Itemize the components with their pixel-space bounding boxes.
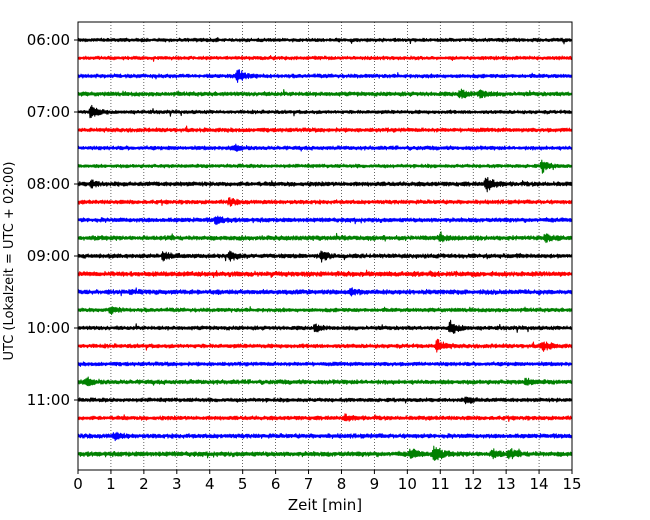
x-tick-label: 10 [398, 475, 417, 493]
seismogram-trace-0915 [77, 269, 573, 278]
x-tick-label: 0 [73, 475, 83, 493]
seismogram-trace-0600 [77, 36, 573, 45]
seismogram-trace-0945 [77, 306, 573, 316]
y-tick-label: 09:00 [27, 247, 70, 265]
y-tick-label: 07:00 [27, 103, 70, 121]
y-tick-label: 11:00 [27, 391, 70, 409]
y-tick-label: 08:00 [27, 175, 70, 193]
seismogram-trace-0845 [77, 231, 573, 244]
x-axis-ticks: 0 1 2 3 4 5 6 7 8 9 10 11 12 13 14 15 [73, 470, 582, 493]
seismogram-trace-1045 [77, 376, 573, 387]
y-tick-label: 10:00 [27, 319, 70, 337]
x-axis-label: Zeit [min] [288, 496, 362, 514]
seismogram-trace-1130 [77, 431, 573, 442]
seismogram-trace-1015 [77, 338, 573, 353]
seismogram-trace-0715 [77, 125, 573, 133]
x-tick-label: 3 [172, 475, 182, 493]
y-axis-label: UTC (Lokalzeit = UTC + 02:00) [2, 162, 17, 361]
y-tick-label: 06:00 [27, 31, 70, 49]
seismogram-trace-1000 [77, 319, 573, 334]
x-tick-label: 2 [139, 475, 149, 493]
x-tick-label: 15 [562, 475, 581, 493]
x-tick-label: 9 [370, 475, 380, 493]
seismogram-trace-0615 [77, 55, 573, 62]
x-tick-label: 5 [238, 475, 248, 493]
seismogram-trace-0930 [77, 287, 573, 297]
seismogram-trace-0830 [77, 215, 573, 226]
seismogram-trace-1145 [77, 445, 573, 461]
x-tick-label: 6 [271, 475, 281, 493]
y-axis-ticks: 06:00 07:00 08:00 09:00 10:00 11:00 [27, 31, 78, 409]
trace-group [77, 36, 573, 461]
plot-frame [77, 21, 573, 471]
seismogram-trace-0815 [77, 196, 573, 207]
seismogram-trace-1030 [77, 361, 573, 367]
seismogram-trace-0745 [77, 159, 573, 174]
seismogram-trace-0900 [77, 250, 573, 263]
seismogram-trace-1100 [77, 396, 573, 405]
seismogram-trace-1115 [77, 413, 573, 422]
x-tick-label: 13 [497, 475, 516, 493]
x-tick-label: 11 [431, 475, 450, 493]
seismogram-trace-0800 [77, 177, 573, 193]
seismogram-trace-0730 [77, 143, 573, 152]
x-tick-label: 7 [304, 475, 314, 493]
seismogram-trace-0700 [77, 104, 573, 119]
seismogram-trace-0630 [77, 69, 573, 83]
x-tick-label: 12 [464, 475, 483, 493]
x-tick-label: 4 [205, 475, 215, 493]
seismogram-trace-0645 [77, 88, 573, 99]
x-tick-label: 14 [530, 475, 549, 493]
x-tick-label: 8 [337, 475, 347, 493]
x-tick-label: 1 [106, 475, 116, 493]
